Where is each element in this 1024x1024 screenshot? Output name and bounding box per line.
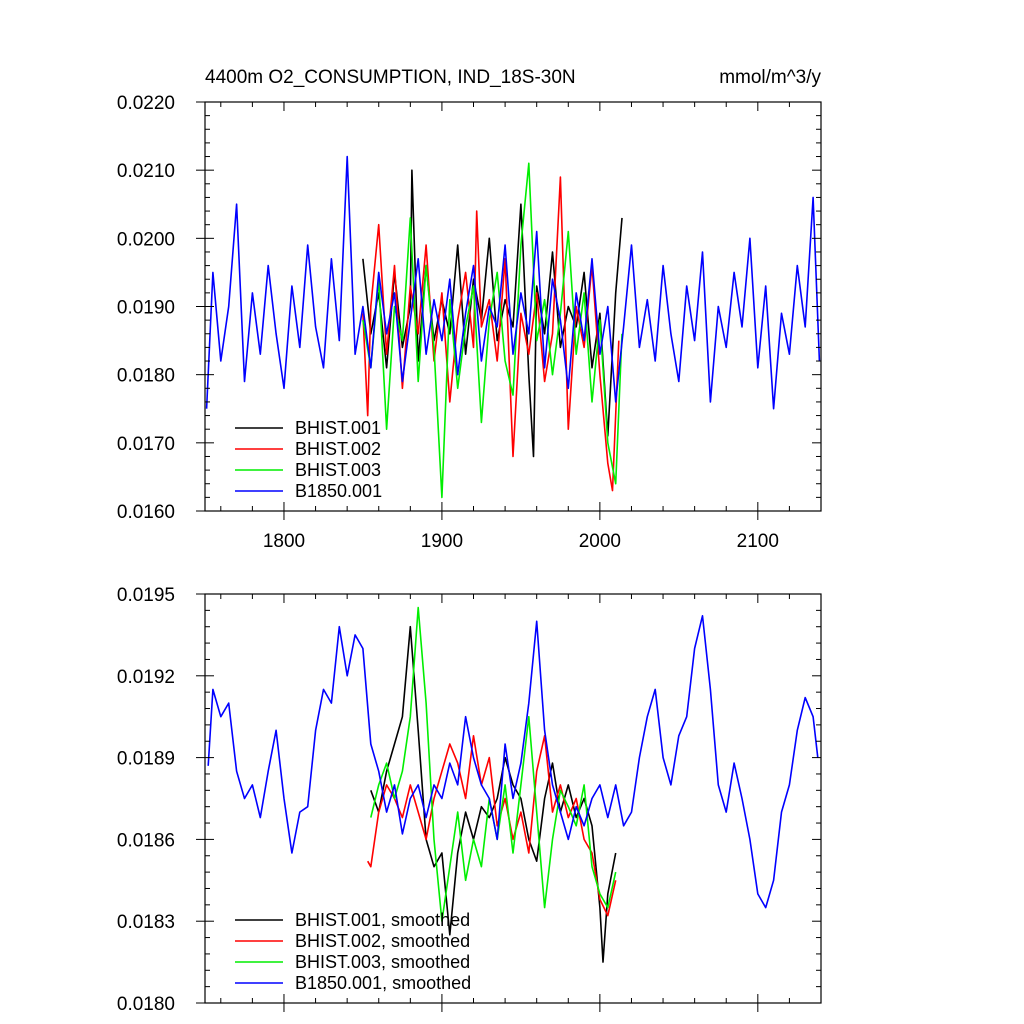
top-y-tick-label: 0.0200 <box>117 229 175 250</box>
bottom-legend-label-1: BHIST.002, smoothed <box>295 931 470 951</box>
top-y-tick-label: 0.0160 <box>117 502 175 523</box>
bottom-series-line-0 <box>370 625 617 963</box>
bottom-plot-frame <box>204 593 822 1004</box>
top-y-tick-label: 0.0190 <box>117 298 175 319</box>
top-x-tick-label: 1800 <box>263 531 305 552</box>
top-x-tick-label: 2100 <box>737 531 779 552</box>
bottom-y-tick-label: 0.0180 <box>117 994 175 1015</box>
bottom-legend-label-3: B1850.001, smoothed <box>295 973 471 993</box>
bottom-legend-label-2: BHIST.003, smoothed <box>295 952 470 972</box>
top-series-line-3 <box>205 155 821 410</box>
top-legend-label-3: B1850.001 <box>295 481 382 501</box>
top-panel-title-left: 4400m O2_CONSUMPTION, IND_18S-30N <box>205 67 576 88</box>
top-series-line-2 <box>362 162 623 499</box>
bottom-series-line-3 <box>207 614 819 909</box>
top-legend-label-0: BHIST.001 <box>295 418 381 438</box>
top-legend-label-1: BHIST.002 <box>295 439 381 459</box>
bottom-legend-label-0: BHIST.001, smoothed <box>295 910 470 930</box>
top-legend-label-2: BHIST.003 <box>295 460 381 480</box>
top-x-tick-label: 1900 <box>421 531 463 552</box>
top-panel-title-right: mmol/m^3/y <box>719 67 821 88</box>
top-y-tick-label: 0.0180 <box>117 366 175 387</box>
bottom-y-tick-label: 0.0189 <box>117 749 175 770</box>
top-series-group <box>205 155 821 499</box>
bottom-series-line-1 <box>367 734 617 917</box>
top-x-tick-label: 2000 <box>579 531 621 552</box>
top-y-tick-label: 0.0220 <box>117 93 175 114</box>
bottom-y-tick-label: 0.0183 <box>117 912 175 933</box>
top-panel: 4400m O2_CONSUMPTION, IND_18S-30N mmol/m… <box>117 67 822 552</box>
bottom-y-tick-label: 0.0192 <box>117 667 175 688</box>
top-y-tick-label: 0.0170 <box>117 434 175 455</box>
bottom-y-tick-label: 0.0186 <box>117 830 175 851</box>
bottom-series-group <box>207 606 819 963</box>
bottom-y-tick-label: 0.0195 <box>117 585 175 606</box>
bottom-panel: 0.0180 0.0183 0.0186 0.0189 0.0192 0.0195 BHIS… <box>117 585 822 1015</box>
top-y-tick-label: 0.0210 <box>117 161 175 182</box>
